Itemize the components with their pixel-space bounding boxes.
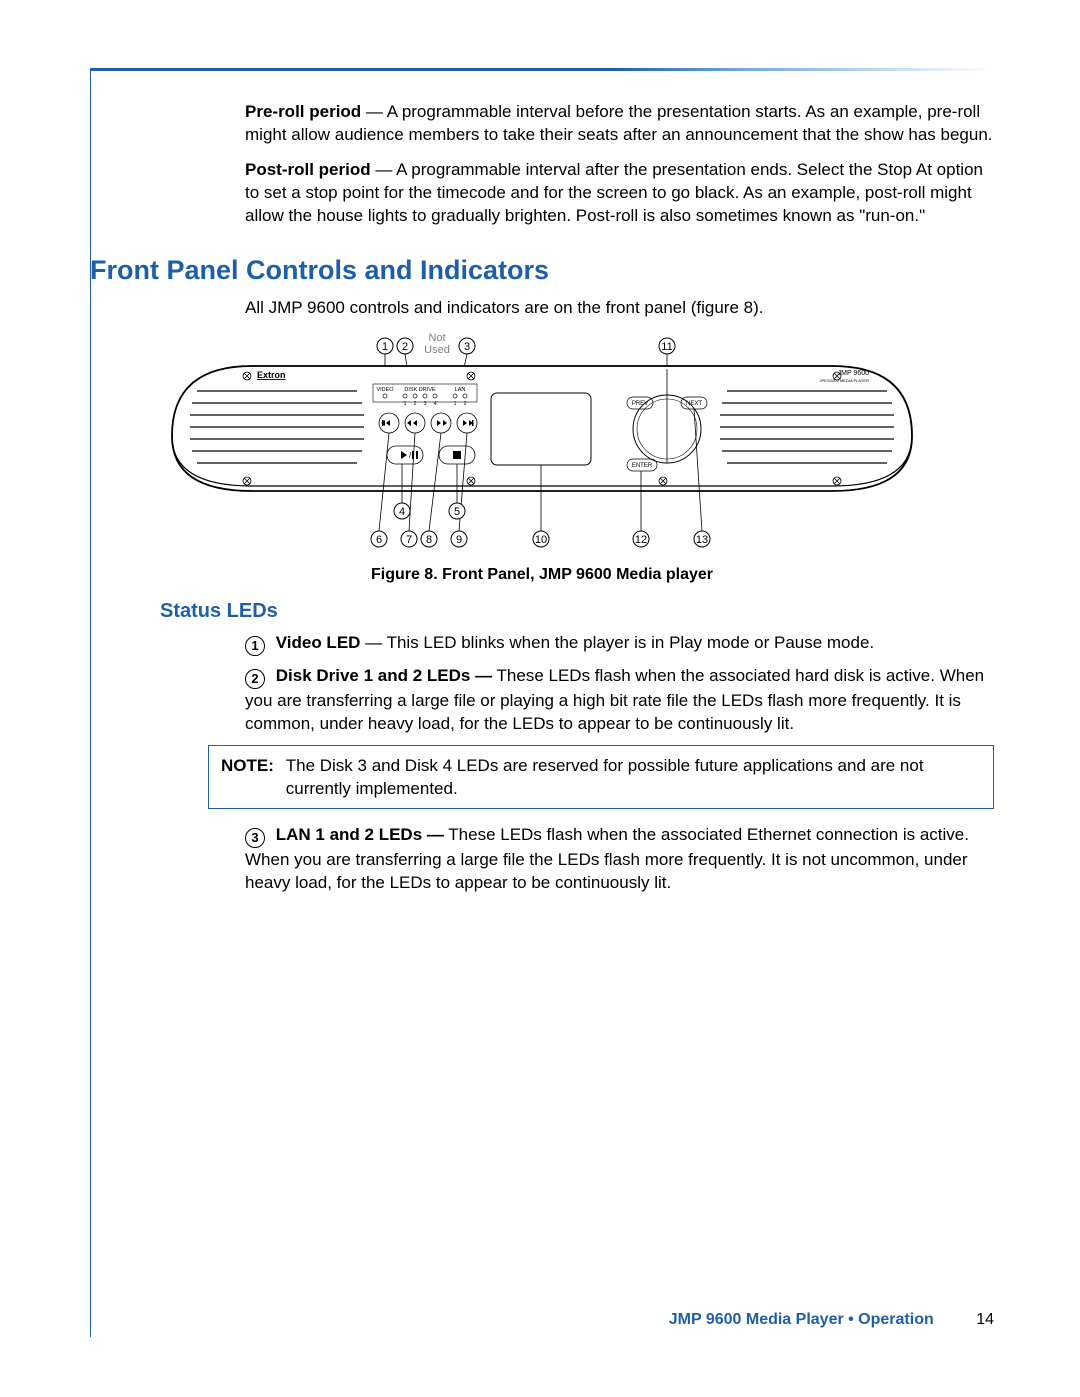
svg-text:3: 3 [424, 401, 427, 407]
figure-caption: Figure 8. Front Panel, JMP 9600 Media pl… [90, 566, 994, 584]
led-item-2: 2 Disk Drive 1 and 2 LEDs — These LEDs f… [245, 664, 994, 735]
not-used-label-2: Used [424, 344, 450, 356]
not-used-label-1: Not [428, 332, 445, 344]
badge-2: 2 [245, 669, 265, 689]
badge-1: 1 [245, 636, 265, 656]
label-lan: LAN [455, 387, 466, 393]
intro-text: All JMP 9600 controls and indicators are… [245, 296, 994, 319]
brand-label: Extron [257, 370, 286, 380]
callout-13: 13 [696, 534, 708, 546]
callout-5: 5 [454, 506, 460, 518]
heading-front-panel: Front Panel Controls and Indicators [90, 255, 994, 286]
footer-page: 14 [976, 1311, 994, 1328]
callout-2: 2 [402, 341, 408, 353]
callout-6: 6 [376, 534, 382, 546]
top-rule [90, 68, 994, 71]
postroll-term: Post-roll period [245, 160, 371, 179]
video-led-body: — This LED blinks when the player is in … [360, 633, 874, 652]
preroll-paragraph: Pre-roll period — A programmable interva… [245, 100, 994, 146]
preroll-term: Pre-roll period [245, 102, 361, 121]
lan-led-term: LAN 1 and 2 LEDs — [276, 825, 444, 844]
svg-text:1: 1 [404, 401, 407, 407]
label-next: NEXT [686, 401, 702, 407]
callout-8: 8 [426, 534, 432, 546]
callout-12: 12 [635, 534, 647, 546]
note-text: The Disk 3 and Disk 4 LEDs are reserved … [286, 754, 976, 800]
svg-text:4: 4 [434, 401, 437, 407]
figure-8: Not Used 1 2 3 11 [90, 331, 994, 584]
footer-section: JMP 9600 Media Player • Operation [669, 1311, 934, 1328]
label-enter: ENTER [632, 463, 653, 469]
badge-3: 3 [245, 828, 265, 848]
led-item-3: 3 LAN 1 and 2 LEDs — These LEDs flash wh… [245, 823, 994, 894]
callout-1: 1 [382, 341, 388, 353]
callout-3: 3 [464, 341, 470, 353]
footer: JMP 9600 Media Player • Operation 14 [669, 1311, 994, 1329]
callout-10: 10 [535, 534, 547, 546]
video-led-term: Video LED [276, 633, 361, 652]
svg-text:1: 1 [454, 401, 457, 407]
label-prev: PREV [632, 401, 648, 407]
callout-7: 7 [406, 534, 412, 546]
label-video: VIDEO [376, 387, 394, 393]
subtitle-label: JPEG2000 MEDIA PLAYER [819, 378, 869, 383]
panel-body: Extron JMP 9600 JPEG2000 MEDIA PLAYER VI… [172, 366, 912, 491]
note-box: NOTE: The Disk 3 and Disk 4 LEDs are res… [208, 745, 994, 809]
label-disk: DISK DRIVE [404, 387, 436, 393]
note-label: NOTE: [221, 754, 281, 777]
svg-text:2: 2 [464, 401, 467, 407]
model-label: JMP 9600 [838, 370, 869, 377]
led-item-1: 1 Video LED — This LED blinks when the p… [245, 631, 994, 656]
postroll-paragraph: Post-roll period — A programmable interv… [245, 158, 994, 227]
disk-led-term: Disk Drive 1 and 2 LEDs — [276, 666, 492, 685]
heading-status-leds: Status LEDs [160, 600, 994, 623]
callout-4: 4 [399, 506, 405, 518]
callout-11: 11 [661, 341, 672, 353]
callout-9: 9 [456, 534, 462, 546]
svg-text:2: 2 [414, 401, 417, 407]
